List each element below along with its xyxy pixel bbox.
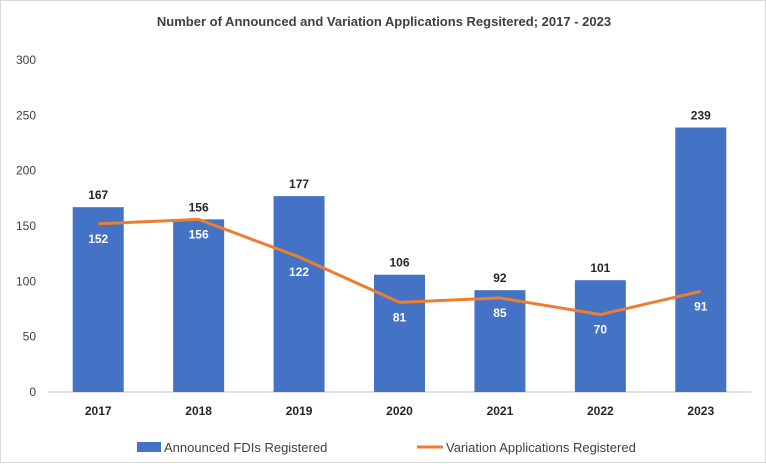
y-tick-label: 250 [16,108,36,122]
y-tick-label: 150 [16,219,36,233]
legend-label: Variation Applications Registered [446,440,636,455]
x-tick-label: 2022 [587,404,614,418]
x-tick-label: 2019 [286,404,313,418]
bar-data-label: 156 [189,200,209,214]
bar-data-label: 101 [590,261,610,275]
y-tick-label: 200 [16,164,36,178]
bar [72,207,124,392]
legend-swatch-bar [137,442,161,452]
line-data-label: 85 [493,306,507,320]
bar-data-label: 106 [389,256,409,270]
y-tick-label: 300 [16,53,36,67]
bar-data-label: 167 [88,188,108,202]
x-tick-label: 2018 [185,404,212,418]
bar [474,290,526,392]
bar [173,219,225,392]
y-tick-label: 50 [23,330,37,344]
line-data-label: 70 [594,323,608,337]
y-tick-label: 0 [29,385,36,399]
bar-data-label: 92 [493,271,507,285]
line-data-label: 156 [189,227,209,241]
bar-data-label: 239 [691,109,711,123]
bar [574,280,626,392]
x-tick-label: 2021 [487,404,514,418]
bar [374,274,425,392]
line-data-label: 122 [289,265,309,279]
x-tick-label: 2023 [687,404,714,418]
y-tick-label: 100 [16,274,36,288]
chart-title: Number of Announced and Variation Applic… [157,14,611,29]
line-data-label: 91 [694,299,708,313]
line-series [98,217,702,317]
plot-area: 0 50 100 150 200 250 300 2017 2018 2019 2020 2021 20… [16,53,751,418]
bar [675,127,727,393]
legend-label: Announced FDIs Registered [164,440,327,455]
bar [273,196,325,392]
bar-data-label: 177 [289,177,309,191]
x-tick-label: 2017 [85,404,112,418]
line-data-label: 81 [393,310,407,324]
legend: Announced FDIs Registered Variation Appli… [137,440,636,455]
x-tick-label: 2020 [386,404,413,418]
line-data-label: 152 [88,232,108,246]
